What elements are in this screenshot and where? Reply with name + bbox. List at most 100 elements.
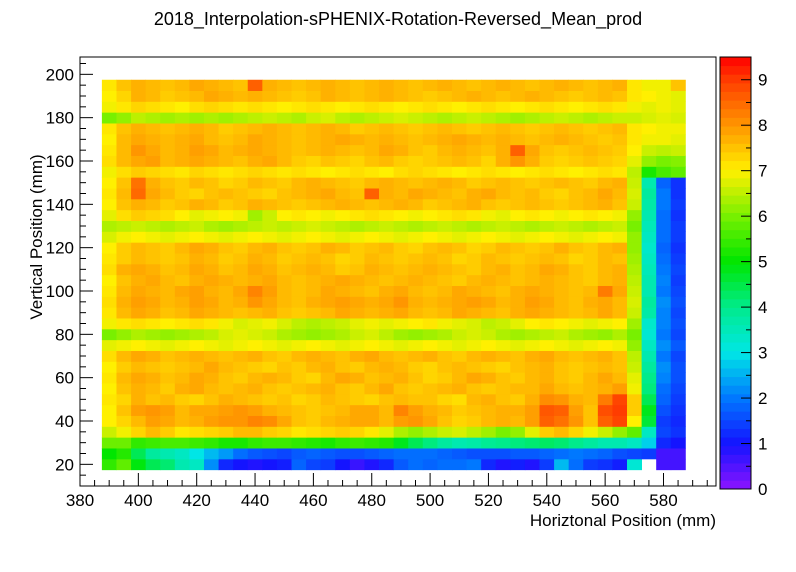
heatmap-cell (131, 242, 147, 254)
heatmap-cell (554, 123, 570, 135)
heatmap-cell (218, 90, 234, 102)
heatmap-cell (612, 79, 628, 91)
x-axis: 380 400 420 440 460 480 500 520 540 560 580 (66, 473, 708, 510)
heatmap-cell (393, 177, 409, 189)
heatmap-cell (349, 231, 365, 243)
heatmap-cell (393, 328, 409, 341)
heatmap-cell (131, 253, 147, 265)
heatmap-cell (335, 198, 351, 211)
heatmap-cell (597, 437, 613, 449)
heatmap-cell (335, 90, 351, 102)
heatmap-cell (408, 231, 424, 243)
heatmap-cell (568, 231, 584, 243)
heatmap-cell (408, 263, 424, 276)
heatmap-cell (656, 123, 672, 135)
heatmap-cell (218, 101, 234, 113)
heatmap-cell (495, 372, 511, 384)
heatmap-cell (160, 372, 176, 384)
heatmap-cell (670, 404, 686, 416)
heatmap-cell (320, 448, 336, 460)
heatmap-cell (539, 328, 555, 341)
palette-band (720, 273, 751, 283)
heatmap-cell (422, 123, 438, 135)
heatmap-cell (203, 383, 219, 395)
heatmap-cell (276, 112, 292, 124)
heatmap-cell (291, 220, 307, 232)
heatmap-cell (203, 123, 219, 135)
heatmap-cell (335, 253, 351, 265)
heatmap-cell (101, 285, 117, 297)
heatmap-cell (349, 133, 365, 146)
heatmap-cell (320, 307, 336, 319)
heatmap-cell (335, 339, 351, 351)
heatmap-cell (670, 285, 686, 297)
heatmap-cell (583, 198, 599, 211)
heatmap-cell (174, 372, 190, 384)
heatmap-cell (189, 209, 205, 221)
heatmap-cell (276, 448, 292, 460)
heatmap-cell (597, 166, 613, 178)
heatmap-cell (597, 426, 613, 438)
heatmap-cell (437, 112, 453, 124)
palette-band (720, 281, 751, 291)
heatmap-cell (510, 350, 526, 362)
heatmap-cell (145, 220, 161, 232)
heatmap-cell (568, 155, 584, 167)
heatmap-cell (145, 285, 161, 297)
heatmap-cell (641, 166, 657, 178)
heatmap-cell (335, 177, 351, 189)
heatmap-cell (495, 263, 511, 276)
heatmap-cell (262, 372, 278, 384)
heatmap-cell (451, 90, 467, 102)
heatmap-cell (203, 253, 219, 265)
heatmap-cell (656, 188, 672, 200)
heatmap-cell (481, 90, 497, 102)
heatmap-cell (276, 437, 292, 449)
heatmap-cell (583, 404, 599, 416)
heatmap-cell (145, 198, 161, 211)
heatmap-cell (306, 361, 322, 373)
heatmap-cell (554, 285, 570, 297)
heatmap-cell (101, 437, 117, 449)
heatmap-cell (408, 253, 424, 265)
heatmap-cell (174, 274, 190, 286)
heatmap-cell (641, 361, 657, 373)
heatmap-cell (145, 404, 161, 416)
heatmap-cell (131, 79, 147, 91)
heatmap-cell (203, 296, 219, 308)
heatmap-cell (160, 101, 176, 113)
heatmap-cell (539, 166, 555, 178)
heatmap-cell (466, 296, 482, 308)
heatmap-cell (203, 177, 219, 189)
heatmap-cell (116, 307, 132, 319)
heatmap-cell (393, 383, 409, 395)
heatmap-cell (612, 404, 628, 416)
heatmap-cell (174, 166, 190, 178)
heatmap-cell (437, 123, 453, 135)
heatmap-cell (510, 285, 526, 297)
heatmap-cell (131, 318, 147, 330)
heatmap-cell (189, 404, 205, 416)
heatmap-cell (393, 339, 409, 351)
heatmap-cell (481, 361, 497, 373)
heatmap-cell (262, 328, 278, 341)
heatmap-cell (539, 350, 555, 362)
heatmap-cell (349, 361, 365, 373)
heatmap-cell (481, 263, 497, 276)
y-axis-title: Vertical Position (mm) (27, 154, 46, 319)
heatmap-cell (379, 253, 395, 265)
heatmap-cell (393, 263, 409, 276)
heatmap-cell (203, 339, 219, 351)
heatmap-cell (131, 307, 147, 319)
y-tick-label: 120 (46, 239, 74, 258)
heatmap-cell (262, 339, 278, 351)
heatmap-cell (656, 133, 672, 146)
heatmap-cell (451, 198, 467, 211)
heatmap-cell (437, 242, 453, 254)
palette-band (720, 238, 751, 248)
heatmap-cell (364, 426, 380, 438)
heatmap-cell (320, 90, 336, 102)
heatmap-cell (656, 144, 672, 156)
heatmap-cell (641, 133, 657, 146)
heatmap-cell (568, 393, 584, 406)
